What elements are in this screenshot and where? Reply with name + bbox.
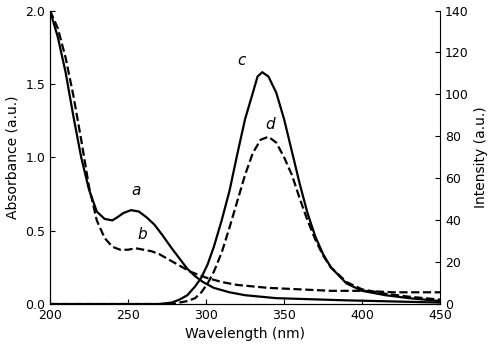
Text: a: a [131, 184, 140, 198]
X-axis label: Wavelength (nm): Wavelength (nm) [185, 328, 305, 341]
Y-axis label: Absorbance (a.u.): Absorbance (a.u.) [5, 95, 20, 219]
Text: d: d [265, 117, 275, 133]
Text: b: b [137, 228, 147, 243]
Y-axis label: Intensity (a.u.): Intensity (a.u.) [474, 107, 489, 208]
Text: c: c [237, 53, 246, 68]
